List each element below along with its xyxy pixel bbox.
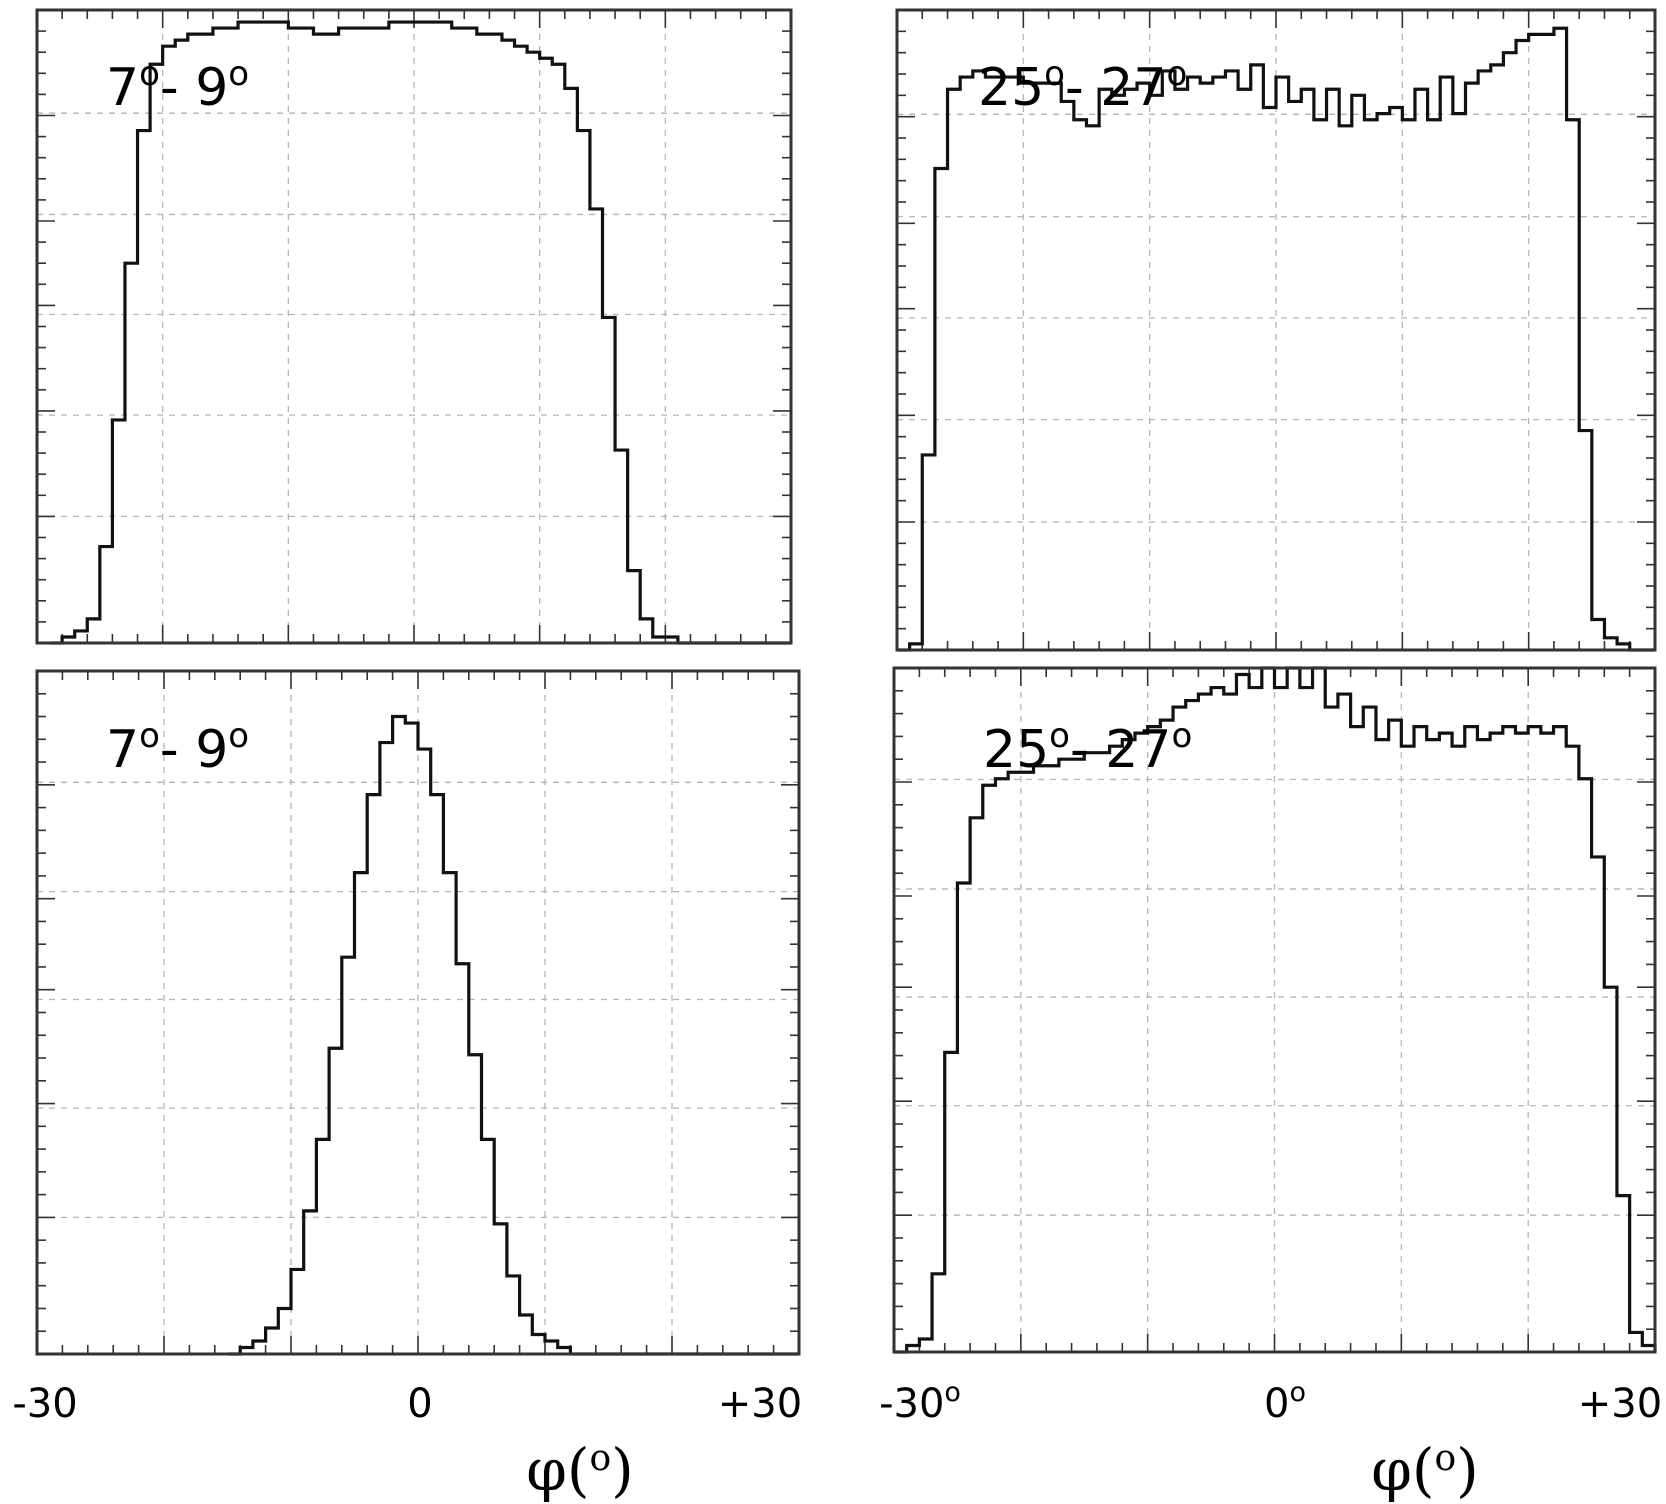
x-tick-label-min-right: -30o: [879, 1377, 961, 1427]
histogram-line: [897, 26, 1655, 652]
panel-bottom-left: 7o- 9o: [35, 669, 801, 1356]
x-tick-label-mid-right: 0o: [1264, 1377, 1306, 1427]
plot-frame: [895, 8, 1657, 652]
x-tick-label-mid-left: 0: [407, 1381, 432, 1427]
panel-label: 7o- 9o: [106, 716, 249, 780]
panel-top-right: 25o- 27o: [895, 8, 1657, 652]
panel-label: 25o- 27o: [983, 716, 1192, 780]
panel-label: 7o- 9o: [106, 54, 249, 118]
x-tick-label-max-left: +30: [718, 1381, 802, 1427]
x-axis-title-left: φ(o): [526, 1436, 634, 1504]
panel-top-left: 7o- 9o: [35, 8, 793, 645]
plot-frame: [35, 8, 793, 645]
panel-bottom-right: 25o- 27o: [892, 666, 1657, 1354]
x-tick-label-min-left: -30: [12, 1381, 77, 1427]
histogram-line: [227, 714, 799, 1356]
x-axis-title-right: φ(o): [1371, 1436, 1479, 1504]
histogram-line: [49, 20, 791, 645]
plot-frame: [35, 669, 801, 1356]
panel-label: 25o- 27o: [978, 54, 1187, 118]
plot-frame: [892, 666, 1657, 1354]
x-tick-label-max-right: +30: [1578, 1381, 1662, 1427]
